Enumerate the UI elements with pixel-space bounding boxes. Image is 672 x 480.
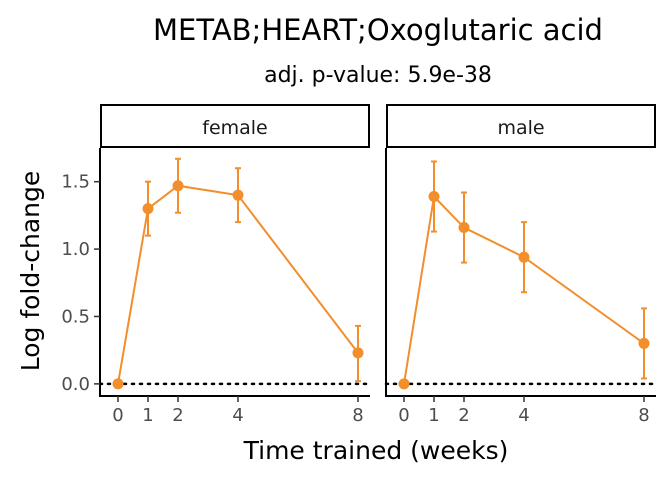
facet-strip-label: male <box>497 117 544 139</box>
data-point <box>112 378 124 390</box>
x-tick-label: 2 <box>458 405 469 426</box>
data-point <box>638 337 650 349</box>
x-axis-label: Time trained (weeks) <box>243 436 509 465</box>
x-tick-label: 8 <box>638 405 649 426</box>
data-point <box>428 191 440 203</box>
y-axis: 0.0 0.5 1.0 1.5 <box>61 172 100 395</box>
data-point <box>352 347 364 359</box>
chart-subtitle: adj. p-value: 5.9e-38 <box>264 63 492 88</box>
panel-male: male 0 1 2 4 8 <box>384 104 658 426</box>
x-tick-label: 4 <box>518 405 529 426</box>
data-point <box>172 180 184 192</box>
y-tick-label: 0.5 <box>61 306 90 327</box>
data-point <box>232 189 244 201</box>
data-point <box>142 203 154 215</box>
x-tick-label: 0 <box>112 405 123 426</box>
panel-female: female 0 1 2 4 8 <box>98 104 372 426</box>
y-tick-label: 1.5 <box>61 172 90 193</box>
chart-title: METAB;HEART;Oxoglutaric acid <box>153 13 603 47</box>
facet-strip <box>100 104 370 148</box>
facet-strip <box>386 104 656 148</box>
data-point <box>518 251 530 263</box>
data-point <box>398 378 410 390</box>
x-tick-label: 4 <box>232 405 243 426</box>
x-tick-label: 2 <box>172 405 183 426</box>
y-axis-label: Log fold-change <box>16 171 45 372</box>
data-point <box>458 222 470 234</box>
y-tick-label: 0.0 <box>61 374 90 395</box>
x-tick-label: 0 <box>398 405 409 426</box>
x-tick-label: 8 <box>352 405 363 426</box>
y-tick-label: 1.0 <box>61 239 90 260</box>
x-tick-label: 1 <box>428 405 439 426</box>
facet-strip-label: female <box>202 117 268 139</box>
x-tick-label: 1 <box>142 405 153 426</box>
